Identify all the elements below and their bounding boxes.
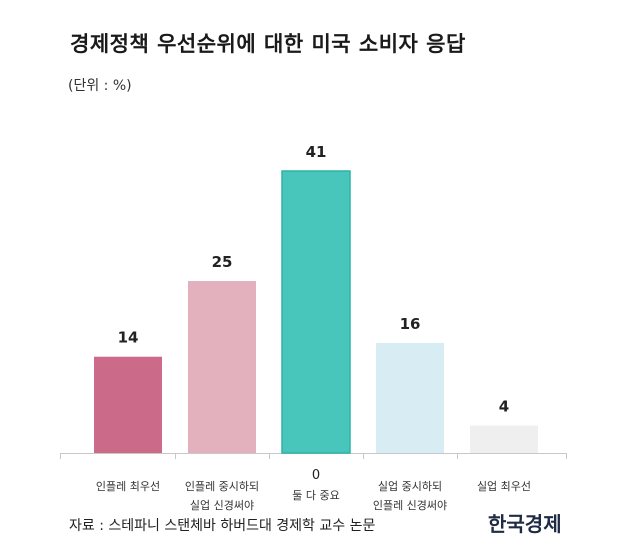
publisher-logo: 한국경제 — [488, 512, 562, 536]
bar-3 — [281, 170, 351, 454]
source-note: 자료 : 스테파니 스탠체바 하버드대 경제학 교수 논문 — [69, 518, 376, 534]
bar-1 — [94, 356, 162, 453]
category-label-2-1: 인플레 중시하되 — [185, 479, 259, 493]
category-label-2-2: 실업 신경써야 — [190, 499, 254, 512]
bar-4 — [376, 342, 444, 453]
data-label-4: 16 — [400, 315, 421, 333]
data-label-5: 4 — [499, 397, 509, 415]
category-marker-label: 0 — [312, 468, 320, 483]
data-label-2: 25 — [212, 253, 233, 271]
unit-label: (단위 : %) — [68, 78, 132, 94]
data-label-3: 41 — [306, 143, 327, 161]
category-label-5-1: 실업 최우선 — [477, 480, 531, 493]
data-label-1: 14 — [118, 329, 139, 347]
category-label-3-1: 둘 다 중요 — [292, 489, 339, 502]
bar-5 — [470, 425, 538, 453]
chart-title: 경제정책 우선순위에 대한 미국 소비자 응답 — [70, 32, 466, 56]
bar-2 — [188, 281, 256, 453]
category-label-4-2: 인플레 신경써야 — [373, 499, 447, 512]
category-label-4-1: 실업 중시하되 — [378, 479, 442, 493]
category-label-1-1: 인플레 최우선 — [96, 480, 160, 493]
